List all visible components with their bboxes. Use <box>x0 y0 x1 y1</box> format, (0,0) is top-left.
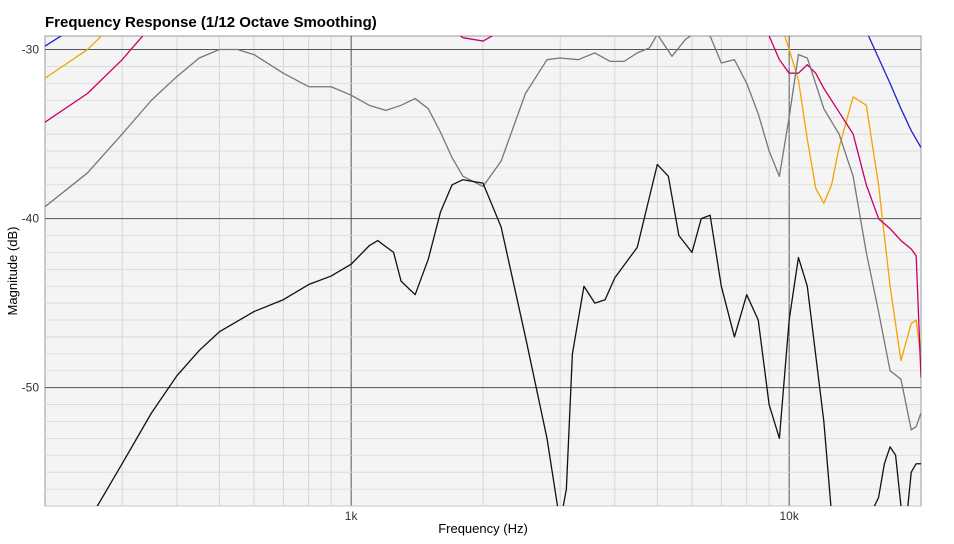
y-axis-label: Magnitude (dB) <box>5 227 20 316</box>
series-line-4 <box>45 36 921 362</box>
series-layer <box>45 0 921 506</box>
series-line-2 <box>45 0 921 33</box>
series-line-5 <box>45 36 921 378</box>
series-line-1 <box>45 0 921 29</box>
x-tick-label: 10k <box>779 509 799 523</box>
y-tick-label: -30 <box>22 43 40 57</box>
grid-layer <box>45 36 921 507</box>
x-axis-label: Frequency (Hz) <box>438 521 528 536</box>
x-tick-label: 1k <box>345 509 359 523</box>
series-line-6 <box>45 36 921 431</box>
y-tick-label: -40 <box>22 212 40 226</box>
tick-layer: -30 -40 -50 1k 10k <box>22 43 800 523</box>
chart-title: Frequency Response (1/12 Octave Smoothin… <box>45 14 377 31</box>
series-line-7 <box>96 163 921 506</box>
y-tick-label: -50 <box>22 381 40 395</box>
